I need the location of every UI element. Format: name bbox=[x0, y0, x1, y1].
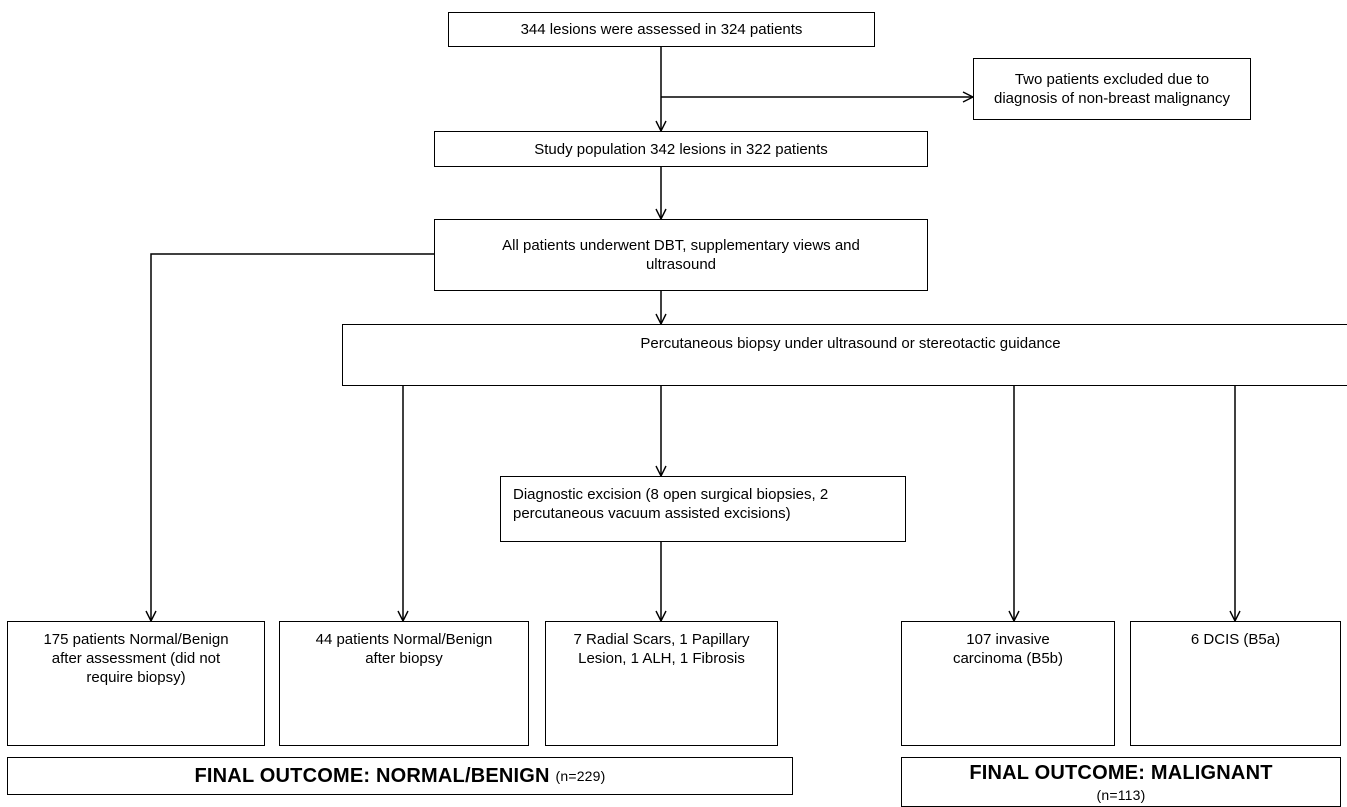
arrow-dbt-to-no-biopsy bbox=[151, 253, 434, 621]
final-outcome-benign-label: FINAL OUTCOME: NORMAL/BENIGN bbox=[194, 764, 550, 787]
final-outcome-benign-box: FINAL OUTCOME: NORMAL/BENIGN (n=229) bbox=[7, 757, 793, 795]
final-outcome-malignant-label: FINAL OUTCOME: MALIGNANT bbox=[969, 762, 1273, 784]
diagnostic-excision-box: Diagnostic excision (8 open surgical bio… bbox=[500, 476, 906, 542]
biopsy-box: Percutaneous biopsy under ultrasound or … bbox=[342, 324, 1347, 386]
excluded-box: Two patients excluded due to diagnosis o… bbox=[973, 58, 1251, 120]
dcis-box: 6 DCIS (B5a) bbox=[1130, 621, 1341, 746]
final-outcome-benign-count: (n=229) bbox=[555, 767, 606, 784]
dbt-box: All patients underwent DBT, supplementar… bbox=[434, 219, 928, 291]
final-outcome-malignant-count: (n=113) bbox=[1096, 787, 1146, 803]
assessed-box: 344 lesions were assessed in 324 patient… bbox=[448, 12, 875, 47]
radial-scars-box: 7 Radial Scars, 1 Papillary Lesion, 1 AL… bbox=[545, 621, 778, 746]
no-biopsy-box: 175 patients Normal/Benign after assessm… bbox=[7, 621, 265, 746]
benign-biopsy-box: 44 patients Normal/Benign after biopsy bbox=[279, 621, 529, 746]
study-population-box: Study population 342 lesions in 322 pati… bbox=[434, 131, 928, 167]
invasive-carcinoma-box: 107 invasive carcinoma (B5b) bbox=[901, 621, 1115, 746]
final-outcome-malignant-box: FINAL OUTCOME: MALIGNANT (n=113) bbox=[901, 757, 1341, 807]
